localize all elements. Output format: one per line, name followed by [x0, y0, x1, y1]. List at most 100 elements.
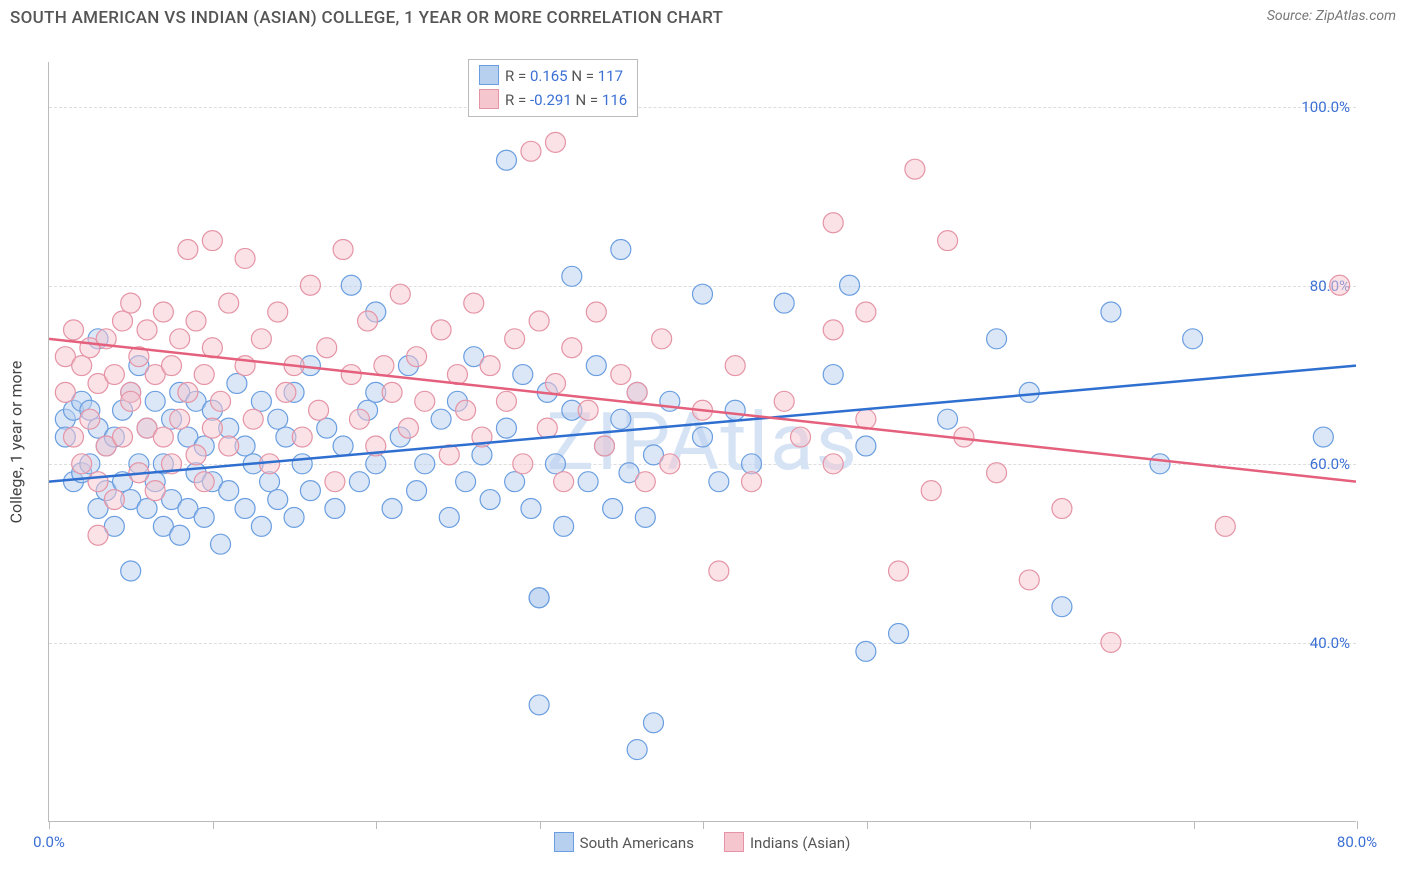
scatter-point: [55, 382, 75, 402]
scatter-point: [823, 213, 843, 233]
scatter-point: [235, 248, 255, 268]
scatter-point: [1019, 570, 1039, 590]
scatter-point: [537, 418, 557, 438]
n-label: N =: [571, 67, 594, 85]
scatter-point: [938, 231, 958, 251]
chart-area: ZIPAtlas 40.0%60.0%80.0%100.0%0.0%80.0% …: [48, 62, 1356, 822]
scatter-point: [251, 391, 271, 411]
scatter-point: [505, 329, 525, 349]
scatter-point: [562, 338, 582, 358]
x-tick: [213, 821, 214, 829]
scatter-point: [72, 356, 92, 376]
scatter-point: [153, 302, 173, 322]
scatter-point: [1101, 632, 1121, 652]
scatter-point: [545, 454, 565, 474]
scatter-point: [521, 498, 541, 518]
scatter-point: [113, 427, 133, 447]
scatter-point: [1101, 302, 1121, 322]
scatter-point: [276, 382, 296, 402]
scatter-point: [472, 445, 492, 465]
r-value: -0.291: [530, 91, 572, 109]
scatter-point: [390, 284, 410, 304]
x-tick: [1194, 821, 1195, 829]
scatter-point: [137, 498, 157, 518]
scatter-point: [529, 695, 549, 715]
scatter-point: [725, 400, 745, 420]
scatter-point: [186, 311, 206, 331]
r-label: R =: [505, 67, 526, 85]
scatter-point: [1150, 454, 1170, 474]
scatter-point: [170, 525, 190, 545]
scatter-point: [202, 231, 222, 251]
scatter-point: [415, 454, 435, 474]
scatter-point: [856, 641, 876, 661]
scatter-point: [121, 293, 141, 313]
scatter-point: [341, 275, 361, 295]
scatter-point: [358, 311, 378, 331]
scatter-point: [382, 382, 402, 402]
scatter-point: [905, 159, 925, 179]
scatter-point: [268, 409, 288, 429]
scatter-point: [545, 373, 565, 393]
scatter-point: [496, 150, 516, 170]
scatter-point: [292, 427, 312, 447]
scatter-point: [562, 266, 582, 286]
scatter-point: [211, 534, 231, 554]
scatter-point: [529, 588, 549, 608]
x-tick: [540, 821, 541, 829]
scatter-point: [1330, 275, 1350, 295]
chart-title: SOUTH AMERICAN VS INDIAN (ASIAN) COLLEGE…: [10, 8, 723, 28]
scatter-point: [578, 400, 598, 420]
scatter-point: [439, 507, 459, 527]
scatter-point: [121, 561, 141, 581]
scatter-point: [521, 141, 541, 161]
scatter-point: [431, 320, 451, 340]
scatter-point: [987, 463, 1007, 483]
scatter-point: [627, 740, 647, 760]
scatter-point: [235, 498, 255, 518]
stats-box: R = 0.165 N = 117R = -0.291 N = 116: [468, 59, 638, 117]
scatter-point: [333, 240, 353, 260]
scatter-point: [480, 490, 500, 510]
scatter-point: [660, 454, 680, 474]
scatter-point: [137, 320, 157, 340]
scatter-point: [643, 713, 663, 733]
scatter-point: [178, 240, 198, 260]
x-tick: [376, 821, 377, 829]
scatter-svg: [49, 62, 1356, 821]
scatter-point: [545, 132, 565, 152]
scatter-point: [349, 409, 369, 429]
scatter-point: [292, 454, 312, 474]
scatter-point: [611, 409, 631, 429]
scatter-point: [742, 472, 762, 492]
y-axis-label: College, 1 year or more: [7, 361, 26, 524]
stats-swatch: [479, 65, 499, 85]
scatter-point: [823, 365, 843, 385]
scatter-point: [121, 391, 141, 411]
scatter-point: [251, 329, 271, 349]
scatter-point: [211, 391, 231, 411]
scatter-point: [554, 516, 574, 536]
scatter-point: [268, 302, 288, 322]
scatter-point: [398, 418, 418, 438]
scatter-point: [349, 472, 369, 492]
scatter-point: [578, 472, 598, 492]
scatter-point: [219, 293, 239, 313]
legend-label: South Americans: [580, 834, 694, 852]
scatter-point: [145, 391, 165, 411]
scatter-point: [431, 409, 451, 429]
scatter-point: [64, 427, 84, 447]
scatter-point: [938, 409, 958, 429]
scatter-point: [586, 356, 606, 376]
scatter-point: [317, 418, 337, 438]
scatter-point: [202, 418, 222, 438]
scatter-point: [856, 436, 876, 456]
scatter-point: [709, 472, 729, 492]
scatter-point: [145, 481, 165, 501]
plot-region: ZIPAtlas 40.0%60.0%80.0%100.0%0.0%80.0%: [48, 62, 1356, 822]
scatter-point: [284, 507, 304, 527]
scatter-point: [709, 561, 729, 581]
scatter-point: [635, 507, 655, 527]
scatter-point: [341, 365, 361, 385]
scatter-point: [194, 365, 214, 385]
